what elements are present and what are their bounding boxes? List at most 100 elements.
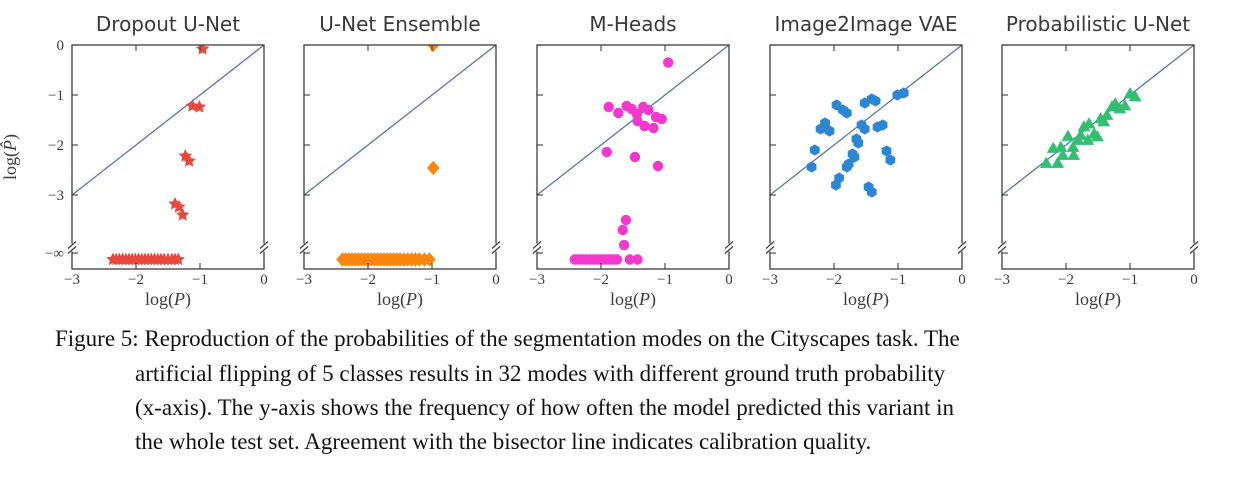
x-tick-label: −1	[890, 272, 906, 288]
bisector-line	[304, 45, 496, 196]
scatter-point	[824, 125, 835, 137]
scatter-point	[601, 146, 612, 158]
neg-inf-point	[624, 254, 635, 265]
scatter-point	[1074, 128, 1088, 140]
scatter-series	[806, 87, 909, 198]
y-tick-label: −1	[48, 88, 64, 104]
axis-break-mark	[491, 241, 501, 249]
axis-break-mark	[1189, 241, 1199, 249]
scatter-point	[663, 57, 674, 68]
scatter-point	[809, 144, 820, 156]
plot-box	[1001, 44, 1195, 270]
scatter-point	[1054, 140, 1068, 152]
axis-break-mark	[997, 241, 1007, 249]
x-tick-label: −1	[424, 272, 440, 288]
plot-0: −3 −2 −1 00−1−2−3−∞log(P)	[45, 38, 269, 310]
scatter-point	[885, 154, 896, 166]
bisector-line	[72, 45, 264, 196]
scatter-series	[1039, 87, 1142, 168]
axis-break-mark	[299, 246, 309, 254]
x-tick-label: −3	[64, 272, 80, 288]
x-tick-label: −1	[192, 272, 208, 288]
scatter-point	[1056, 148, 1070, 160]
x-tick-label: −2	[128, 272, 144, 288]
axis-break-gap	[302, 243, 306, 252]
x-tick-label: −1	[657, 272, 673, 288]
scatter-point	[1067, 148, 1081, 160]
scatter-point	[1097, 115, 1111, 127]
scatter-point	[1051, 156, 1065, 168]
scatter-point	[1081, 133, 1095, 145]
scatter-point	[1061, 129, 1075, 141]
x-tick-label: 0	[725, 272, 733, 288]
x-axis-label: log(P)	[377, 289, 423, 310]
x-axis-label: log(P)	[1075, 289, 1121, 310]
plot-box	[303, 44, 497, 270]
scatter-point	[427, 45, 440, 53]
x-tick-label: 0	[958, 272, 966, 288]
scatter-point	[613, 107, 624, 119]
neg-inf-tick-label: −∞	[45, 246, 64, 262]
scatter-point	[1100, 108, 1114, 120]
x-tick-label: −3	[994, 272, 1010, 288]
plot-title-unet-ensemble: U-Net Ensemble	[319, 12, 481, 36]
scatter-point	[849, 151, 860, 163]
scatter-point	[185, 99, 199, 112]
x-axis-label: log(P)	[145, 289, 191, 310]
x-tick-label: −3	[762, 272, 778, 288]
scatter-point	[652, 160, 664, 172]
scatter-point	[427, 160, 440, 176]
scatter-point	[617, 224, 628, 236]
x-tick-label: −3	[529, 272, 545, 288]
axis-break-mark	[1189, 246, 1199, 254]
plot-1: −3 −2 −1 0 log(P)	[296, 44, 501, 310]
scatter-point	[831, 179, 841, 191]
caption-line: the whole test set. Agreement with the b…	[135, 429, 872, 454]
scatter-point	[195, 45, 210, 55]
neg-inf-point	[611, 254, 623, 265]
plot-title-m-heads: M-Heads	[589, 12, 677, 36]
axis-break-gap	[262, 243, 266, 252]
axis-break-mark	[67, 241, 77, 249]
plot-box	[536, 44, 730, 270]
scatter-point	[603, 101, 614, 113]
axis-break-gap	[768, 243, 772, 252]
scatter-point	[1077, 120, 1091, 132]
scatter-point	[841, 107, 852, 119]
axis-break-mark	[957, 241, 967, 249]
scatter-point	[870, 95, 881, 107]
x-tick-label: −2	[1058, 272, 1074, 288]
x-tick-label: −2	[826, 272, 842, 288]
scatter-series	[106, 45, 210, 266]
axis-break-gap	[1192, 243, 1196, 252]
scatter-point	[656, 113, 667, 125]
x-tick-label: −1	[1122, 272, 1138, 288]
axis-break-mark	[532, 246, 542, 254]
scatter-point	[881, 145, 892, 157]
scatter-point	[806, 161, 817, 173]
scatter-point	[639, 120, 650, 132]
scatter-point	[643, 104, 654, 116]
plot-title-image2image-vae: Image2Image VAE	[774, 12, 958, 36]
bisector-line	[770, 45, 962, 196]
x-tick-label: 0	[492, 272, 500, 288]
scatter-point	[629, 151, 641, 163]
scatter-point	[1113, 102, 1127, 114]
caption-line: Figure 5: Reproduction of the probabilit…	[55, 326, 960, 351]
axis-break-mark	[532, 241, 542, 249]
scatter-point	[1082, 117, 1096, 129]
axis-break-gap	[535, 243, 539, 252]
scatter-point	[853, 137, 864, 149]
scatter-point	[192, 100, 207, 113]
x-tick-label: −2	[360, 272, 376, 288]
scatter-point	[815, 123, 826, 135]
y-tick-label: −2	[48, 138, 64, 154]
scatter-point	[618, 239, 630, 251]
scatter-series	[336, 45, 440, 267]
y-tick-label: 0	[57, 38, 65, 54]
scatter-point	[1066, 140, 1080, 152]
scatter-point	[620, 214, 632, 226]
